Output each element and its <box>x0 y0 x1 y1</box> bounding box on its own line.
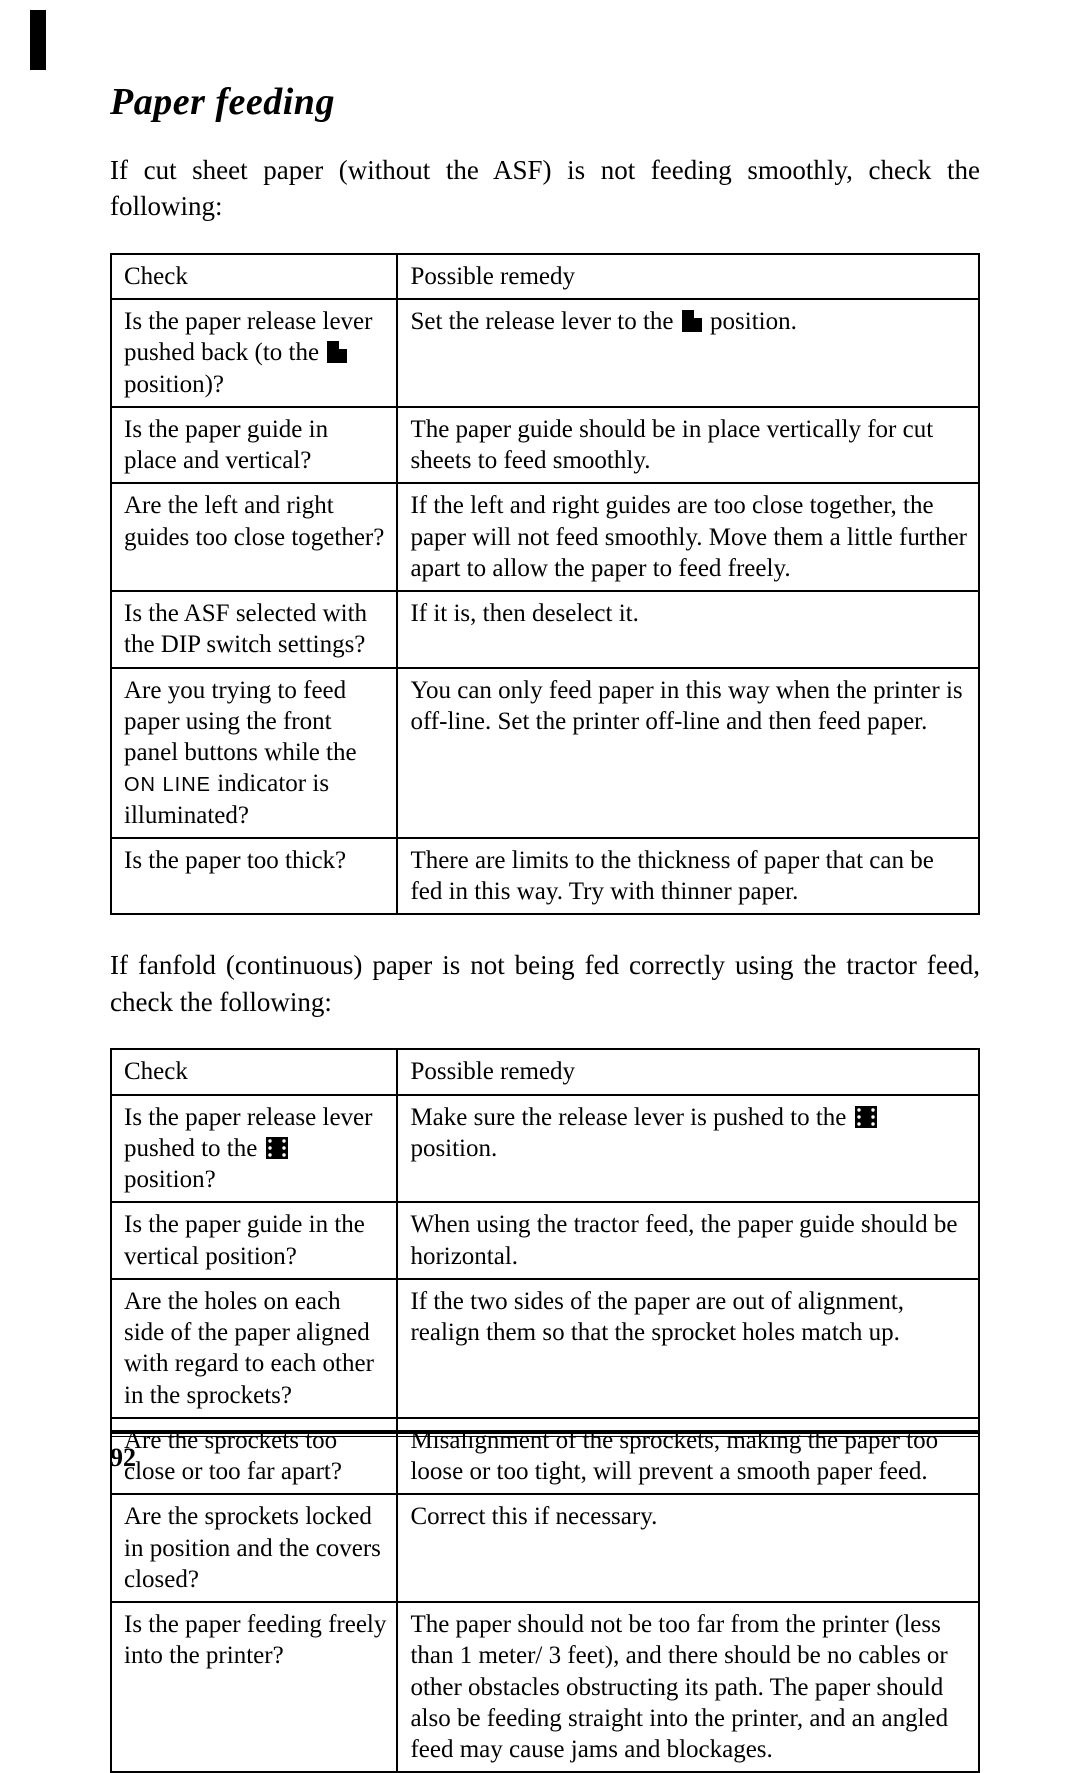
text: Set the release lever to the <box>410 308 679 335</box>
table-header-check: Check <box>111 1049 397 1094</box>
check-cell: Is the paper guide in place and vertical… <box>111 407 397 484</box>
table-row: Is the paper release lever pushed to the… <box>111 1095 979 1203</box>
check-cell: Is the ASF selected with the DIP switch … <box>111 591 397 668</box>
remedy-cell: The paper guide should be in place verti… <box>397 407 979 484</box>
table-header-remedy: Possible remedy <box>397 254 979 299</box>
on-line-indicator-label: ON LINE <box>124 774 211 796</box>
table-header-row: Check Possible remedy <box>111 254 979 299</box>
table-row: Is the ASF selected with the DIP switch … <box>111 591 979 668</box>
check-cell: Is the paper feeding freely into the pri… <box>111 1602 397 1772</box>
margin-tick-mark <box>30 10 46 70</box>
check-cell: Is the paper too thick? <box>111 838 397 915</box>
remedy-cell: If it is, then deselect it. <box>397 591 979 668</box>
page-number: 92 <box>110 1443 980 1473</box>
remedy-cell: Correct this if necessary. <box>397 1494 979 1602</box>
text: Is the paper release lever pushed to the <box>124 1104 372 1162</box>
intro-paragraph-cut-sheet: If cut sheet paper (without the ASF) is … <box>110 152 980 225</box>
remedy-cell: If the left and right guides are too clo… <box>397 483 979 591</box>
text: position. <box>704 308 797 335</box>
section-heading: Paper feeding <box>110 80 980 124</box>
table-header-check: Check <box>111 254 397 299</box>
table-header-remedy: Possible remedy <box>397 1049 979 1094</box>
remedy-cell: When using the tractor feed, the paper g… <box>397 1202 979 1279</box>
check-cell: Are the sprockets locked in position and… <box>111 1494 397 1602</box>
text: position? <box>124 1166 216 1193</box>
single-sheet-icon <box>682 310 702 332</box>
page: Paper feeding If cut sheet paper (withou… <box>0 0 1080 1533</box>
table-row: Is the paper release lever pushed back (… <box>111 299 979 407</box>
table-row: Are the left and right guides too close … <box>111 483 979 591</box>
text: Make sure the release lever is pushed to… <box>410 1104 852 1131</box>
table-header-row: Check Possible remedy <box>111 1049 979 1094</box>
remedy-cell: There are limits to the thickness of pap… <box>397 838 979 915</box>
remedy-cell: You can only feed paper in this way when… <box>397 668 979 838</box>
check-cell: Are the left and right guides too close … <box>111 483 397 591</box>
check-cell: Are you trying to feed paper using the f… <box>111 668 397 838</box>
table-row: Is the paper guide in place and vertical… <box>111 407 979 484</box>
text: Are you trying to feed paper using the f… <box>124 677 357 767</box>
single-sheet-icon <box>327 341 347 363</box>
page-footer: 92 <box>110 1390 980 1473</box>
footer-rule-thin <box>110 1436 980 1437</box>
fanfold-paper-icon <box>266 1137 288 1159</box>
table-row: Is the paper too thick? There are limits… <box>111 838 979 915</box>
table-row: Is the paper feeding freely into the pri… <box>111 1602 979 1772</box>
table-row: Is the paper guide in the vertical posit… <box>111 1202 979 1279</box>
check-cell: Is the paper release lever pushed back (… <box>111 299 397 407</box>
remedy-cell: Make sure the release lever is pushed to… <box>397 1095 979 1203</box>
remedy-cell: The paper should not be too far from the… <box>397 1602 979 1772</box>
check-cell: Is the paper guide in the vertical posit… <box>111 1202 397 1279</box>
troubleshoot-table-cut-sheet: Check Possible remedy Is the paper relea… <box>110 253 980 916</box>
table-row: Are the sprockets locked in position and… <box>111 1494 979 1602</box>
fanfold-paper-icon <box>855 1106 877 1128</box>
text: position. <box>410 1135 497 1162</box>
footer-rule-thick <box>110 1430 980 1434</box>
text: position)? <box>124 371 224 398</box>
check-cell: Is the paper release lever pushed to the… <box>111 1095 397 1203</box>
remedy-cell: Set the release lever to the position. <box>397 299 979 407</box>
intro-paragraph-fanfold: If fanfold (continuous) paper is not bei… <box>110 947 980 1020</box>
table-row: Are you trying to feed paper using the f… <box>111 668 979 838</box>
